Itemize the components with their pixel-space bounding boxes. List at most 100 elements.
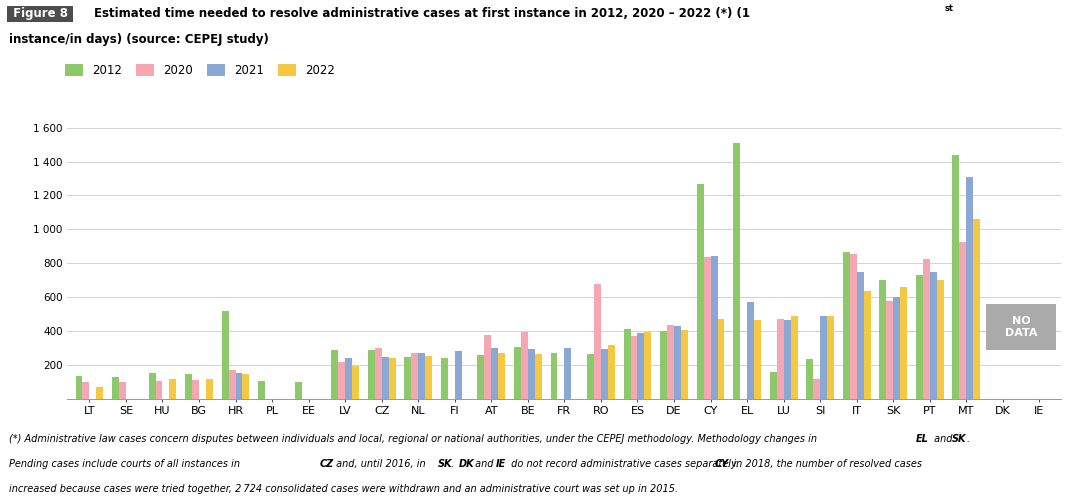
Text: increased because cases were tried together, 2 724 consolidated cases were withd: increased because cases were tried toget… bbox=[9, 484, 678, 494]
Bar bbox=[754, 320, 761, 399]
Bar bbox=[521, 332, 528, 399]
Text: Pending cases include courts of all instances in: Pending cases include courts of all inst… bbox=[9, 459, 243, 469]
Text: do not record administrative cases separately.: do not record administrative cases separ… bbox=[508, 459, 742, 469]
Text: CZ: CZ bbox=[319, 459, 333, 469]
Bar bbox=[492, 348, 498, 399]
Bar bbox=[192, 380, 199, 399]
Legend: 2012, 2020, 2021, 2022: 2012, 2020, 2021, 2022 bbox=[65, 64, 335, 77]
Bar bbox=[155, 381, 163, 399]
Bar bbox=[923, 259, 930, 399]
Bar bbox=[637, 333, 645, 399]
Bar bbox=[352, 366, 359, 399]
Bar bbox=[534, 354, 542, 399]
Bar bbox=[96, 386, 103, 399]
Bar bbox=[937, 280, 944, 399]
Bar bbox=[645, 332, 651, 399]
Bar bbox=[857, 272, 863, 399]
Bar bbox=[228, 371, 236, 399]
Text: EL: EL bbox=[916, 434, 929, 444]
Bar bbox=[843, 251, 849, 399]
Bar bbox=[806, 359, 813, 399]
Bar bbox=[587, 354, 594, 399]
Bar bbox=[748, 303, 754, 399]
Text: and: and bbox=[472, 459, 497, 469]
Text: : in 2018, the number of resolved cases: : in 2018, the number of resolved cases bbox=[727, 459, 922, 469]
Bar bbox=[608, 345, 615, 399]
Bar bbox=[258, 380, 266, 399]
Text: IE: IE bbox=[496, 459, 507, 469]
Text: .: . bbox=[966, 434, 969, 444]
Bar bbox=[149, 373, 155, 399]
Text: st: st bbox=[945, 4, 953, 13]
Text: and: and bbox=[931, 434, 955, 444]
Bar bbox=[441, 358, 448, 399]
Bar bbox=[718, 319, 724, 399]
Bar bbox=[169, 379, 177, 399]
Text: CY: CY bbox=[714, 459, 728, 469]
Text: NO
DATA: NO DATA bbox=[1005, 316, 1038, 338]
Bar bbox=[849, 254, 857, 399]
Bar bbox=[631, 336, 637, 399]
Text: Estimated time needed to resolve administrative cases at first instance in 2012,: Estimated time needed to resolve adminis… bbox=[94, 7, 751, 20]
Bar bbox=[295, 382, 302, 399]
Bar bbox=[222, 311, 228, 399]
Bar bbox=[112, 377, 119, 399]
Bar bbox=[667, 325, 674, 399]
Bar bbox=[331, 350, 338, 399]
Text: SK: SK bbox=[438, 459, 453, 469]
Text: (*) Administrative law cases concern disputes between individuals and local, reg: (*) Administrative law cases concern dis… bbox=[9, 434, 819, 444]
Bar bbox=[594, 284, 601, 399]
Bar bbox=[425, 356, 432, 399]
Bar bbox=[82, 382, 89, 399]
Bar bbox=[419, 354, 425, 399]
Bar bbox=[389, 358, 395, 399]
Bar bbox=[960, 242, 966, 399]
Text: DK: DK bbox=[458, 459, 474, 469]
Bar bbox=[887, 301, 893, 399]
Bar bbox=[790, 316, 798, 399]
Bar bbox=[966, 177, 974, 399]
Bar bbox=[893, 298, 901, 399]
Bar bbox=[381, 357, 389, 399]
Bar bbox=[674, 326, 681, 399]
Bar bbox=[901, 287, 907, 399]
Text: Figure 8: Figure 8 bbox=[9, 7, 72, 20]
Bar bbox=[813, 379, 820, 399]
Bar bbox=[405, 357, 411, 399]
Bar bbox=[734, 143, 740, 399]
Bar bbox=[863, 291, 871, 399]
Bar bbox=[776, 319, 784, 399]
Bar bbox=[185, 374, 192, 399]
Bar bbox=[455, 351, 462, 399]
Bar bbox=[375, 348, 381, 399]
Bar bbox=[236, 373, 242, 399]
Bar bbox=[119, 382, 126, 399]
Bar bbox=[916, 275, 923, 399]
Bar bbox=[484, 335, 492, 399]
Text: and, until 2016, in: and, until 2016, in bbox=[333, 459, 428, 469]
Bar bbox=[974, 219, 980, 399]
Bar bbox=[76, 375, 82, 399]
Bar bbox=[528, 349, 534, 399]
Bar bbox=[411, 354, 419, 399]
Bar bbox=[827, 316, 834, 399]
Text: .: . bbox=[451, 459, 457, 469]
Bar bbox=[564, 348, 571, 399]
Bar bbox=[601, 349, 608, 399]
Bar bbox=[345, 358, 352, 399]
Bar bbox=[704, 256, 710, 399]
Bar bbox=[623, 329, 631, 399]
Bar bbox=[514, 348, 521, 399]
Bar bbox=[930, 272, 937, 399]
Bar bbox=[550, 354, 558, 399]
Bar bbox=[784, 320, 790, 399]
Bar bbox=[697, 185, 704, 399]
Bar bbox=[338, 362, 345, 399]
Bar bbox=[367, 350, 375, 399]
Bar bbox=[498, 353, 506, 399]
Bar bbox=[660, 331, 667, 399]
Bar bbox=[820, 316, 827, 399]
Bar bbox=[478, 355, 484, 399]
FancyBboxPatch shape bbox=[986, 304, 1056, 350]
Bar bbox=[206, 379, 213, 399]
